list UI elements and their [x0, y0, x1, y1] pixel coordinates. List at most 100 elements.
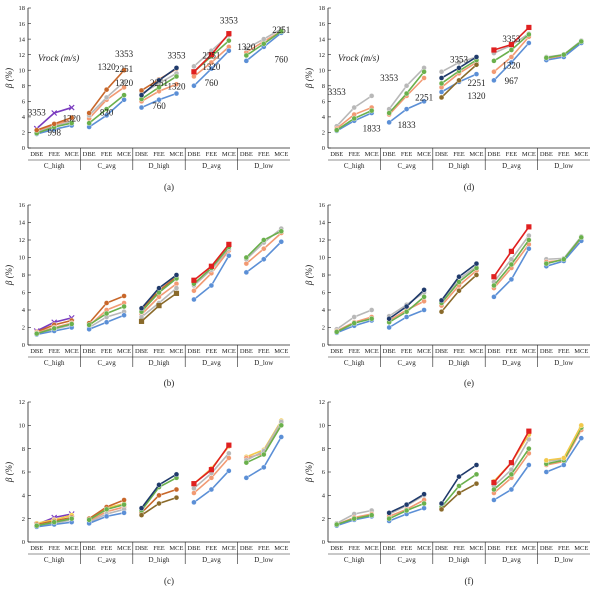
data-point [526, 40, 532, 46]
y-tick-label: 2 [22, 130, 25, 137]
data-point [386, 510, 392, 516]
y-tick-label: 8 [22, 446, 25, 453]
data-point [51, 325, 57, 332]
data-annotation: 2251 [202, 51, 220, 61]
data-point [403, 501, 410, 508]
data-point [368, 316, 375, 322]
data-point [491, 47, 497, 53]
data-point [138, 104, 145, 111]
data-point [191, 481, 197, 487]
y-tick-label: 2 [22, 516, 25, 523]
data-point [334, 329, 340, 335]
data-annotation: 760 [205, 78, 219, 88]
x-tick-label: DBE [187, 348, 200, 355]
y-tick-label: 0 [22, 539, 25, 546]
data-annotation: 3353 [220, 16, 239, 26]
x-tick-label: MCE [469, 348, 483, 355]
y-tick-label: 4 [322, 114, 326, 121]
data-annotation: 2251 [467, 78, 485, 88]
group-label: D_low [554, 556, 574, 564]
group-label: C_high [344, 556, 365, 564]
x-tick-label: MCE [574, 545, 588, 552]
data-point [121, 79, 127, 85]
data-annotation: 3353 [450, 54, 469, 64]
x-tick-label: FEE [506, 545, 518, 552]
x-tick-label: MCE [274, 545, 288, 552]
data-point [386, 324, 392, 331]
data-point [138, 305, 145, 311]
x-tick-label: FEE [506, 348, 518, 355]
y-tick-label: 12 [319, 399, 326, 406]
x-tick-label: DBE [383, 545, 396, 552]
data-point [561, 51, 567, 58]
data-point [208, 282, 215, 289]
data-point [473, 462, 480, 468]
data-point [508, 261, 515, 268]
data-point [191, 296, 197, 303]
data-point [438, 506, 445, 513]
group-label: C_avg [97, 162, 116, 170]
data-point [526, 237, 532, 243]
data-point [491, 486, 497, 493]
x-tick-label: MCE [522, 348, 536, 355]
x-tick-label: FEE [558, 348, 570, 355]
data-point [491, 497, 497, 503]
data-point [261, 464, 267, 471]
x-tick-label: FEE [206, 151, 218, 158]
data-point [173, 81, 180, 87]
data-point [51, 121, 57, 127]
data-point [526, 31, 532, 38]
group-label: C_high [344, 359, 365, 367]
x-tick-label: MCE [169, 151, 183, 158]
data-point [386, 110, 392, 116]
data-point [456, 473, 462, 480]
data-point [261, 36, 267, 42]
data-point [438, 94, 445, 101]
group-label: C_avg [397, 359, 416, 367]
data-point [191, 83, 197, 89]
y-tick-label: 12 [319, 52, 326, 59]
data-point [386, 316, 392, 322]
x-tick-label: FEE [453, 151, 465, 158]
x-tick-label: FEE [258, 348, 270, 355]
data-point [578, 435, 584, 441]
x-tick-label: FEE [558, 151, 570, 158]
x-tick-label: DBE [240, 348, 253, 355]
data-point [438, 80, 445, 87]
data-point [403, 83, 410, 89]
x-tick-label: MCE [469, 545, 483, 552]
data-point [526, 224, 532, 230]
data-annotation: 1833 [398, 120, 417, 130]
data-point [456, 274, 462, 280]
data-point [121, 501, 127, 508]
data-point [491, 282, 497, 289]
x-tick-label: DBE [135, 348, 148, 355]
data-point [173, 471, 180, 478]
x-tick-label: FEE [101, 545, 113, 552]
y-tick-label: 0 [322, 145, 325, 152]
x-tick-label: FEE [153, 545, 165, 552]
data-point [226, 468, 232, 474]
data-point [208, 475, 215, 481]
y-tick-label: 10 [19, 423, 26, 430]
x-tick-label: MCE [117, 151, 131, 158]
data-point [261, 256, 267, 262]
data-point-stroke [68, 104, 75, 111]
data-point [526, 428, 532, 434]
data-point [51, 519, 57, 525]
group-label: C_high [44, 359, 65, 367]
group-label: D_avg [202, 359, 221, 367]
data-point [226, 37, 232, 44]
data-point [138, 505, 145, 511]
data-point [173, 65, 180, 71]
y-tick-label: 10 [19, 67, 26, 74]
x-tick-label: DBE [187, 151, 200, 158]
data-point [226, 442, 232, 448]
data-point [86, 110, 92, 116]
x-tick-label: MCE [365, 348, 379, 355]
data-annotation: 1320 [167, 82, 186, 92]
data-annotation: 998 [47, 128, 61, 138]
data-point [191, 288, 197, 294]
group-label: D_high [149, 162, 171, 170]
